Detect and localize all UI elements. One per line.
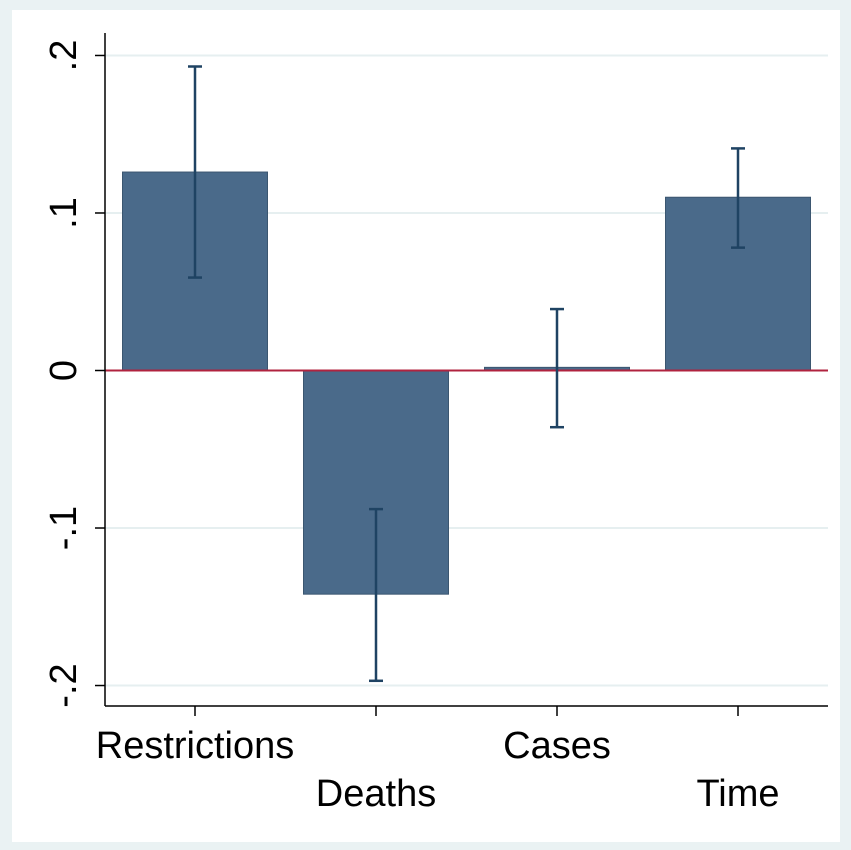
y-tick-label-0: -.2 — [43, 663, 85, 707]
error-bars — [188, 65, 745, 683]
y-tick-label-2: 0 — [43, 360, 85, 381]
axes — [95, 33, 828, 716]
x-tick-label-cases: Cases — [503, 725, 611, 767]
y-tick-label-1: -.1 — [43, 506, 85, 550]
error-bar-deaths — [369, 507, 383, 683]
x-tick-label-restrictions: Restrictions — [96, 725, 295, 767]
y-tick-label-3: .1 — [43, 197, 85, 229]
error-bar-time — [731, 147, 745, 249]
error-bar-restrictions — [188, 65, 202, 279]
tick-labels: -.2 -.1 0 .1 .2 Restrictions Deaths Cases Time — [43, 40, 780, 815]
y-tick-label-4: .2 — [43, 40, 85, 72]
x-tick-label-time: Time — [696, 773, 779, 815]
error-bar-cases — [550, 307, 564, 429]
x-tick-label-deaths: Deaths — [316, 773, 436, 815]
